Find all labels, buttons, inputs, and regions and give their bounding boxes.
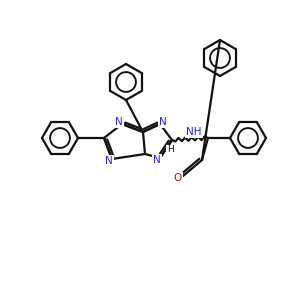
Text: N: N (105, 156, 113, 166)
Text: O: O (174, 173, 182, 183)
Text: NH: NH (186, 127, 202, 137)
Text: N: N (115, 117, 123, 127)
Text: H: H (167, 146, 173, 154)
Text: N: N (153, 155, 161, 165)
Text: N: N (159, 117, 167, 127)
